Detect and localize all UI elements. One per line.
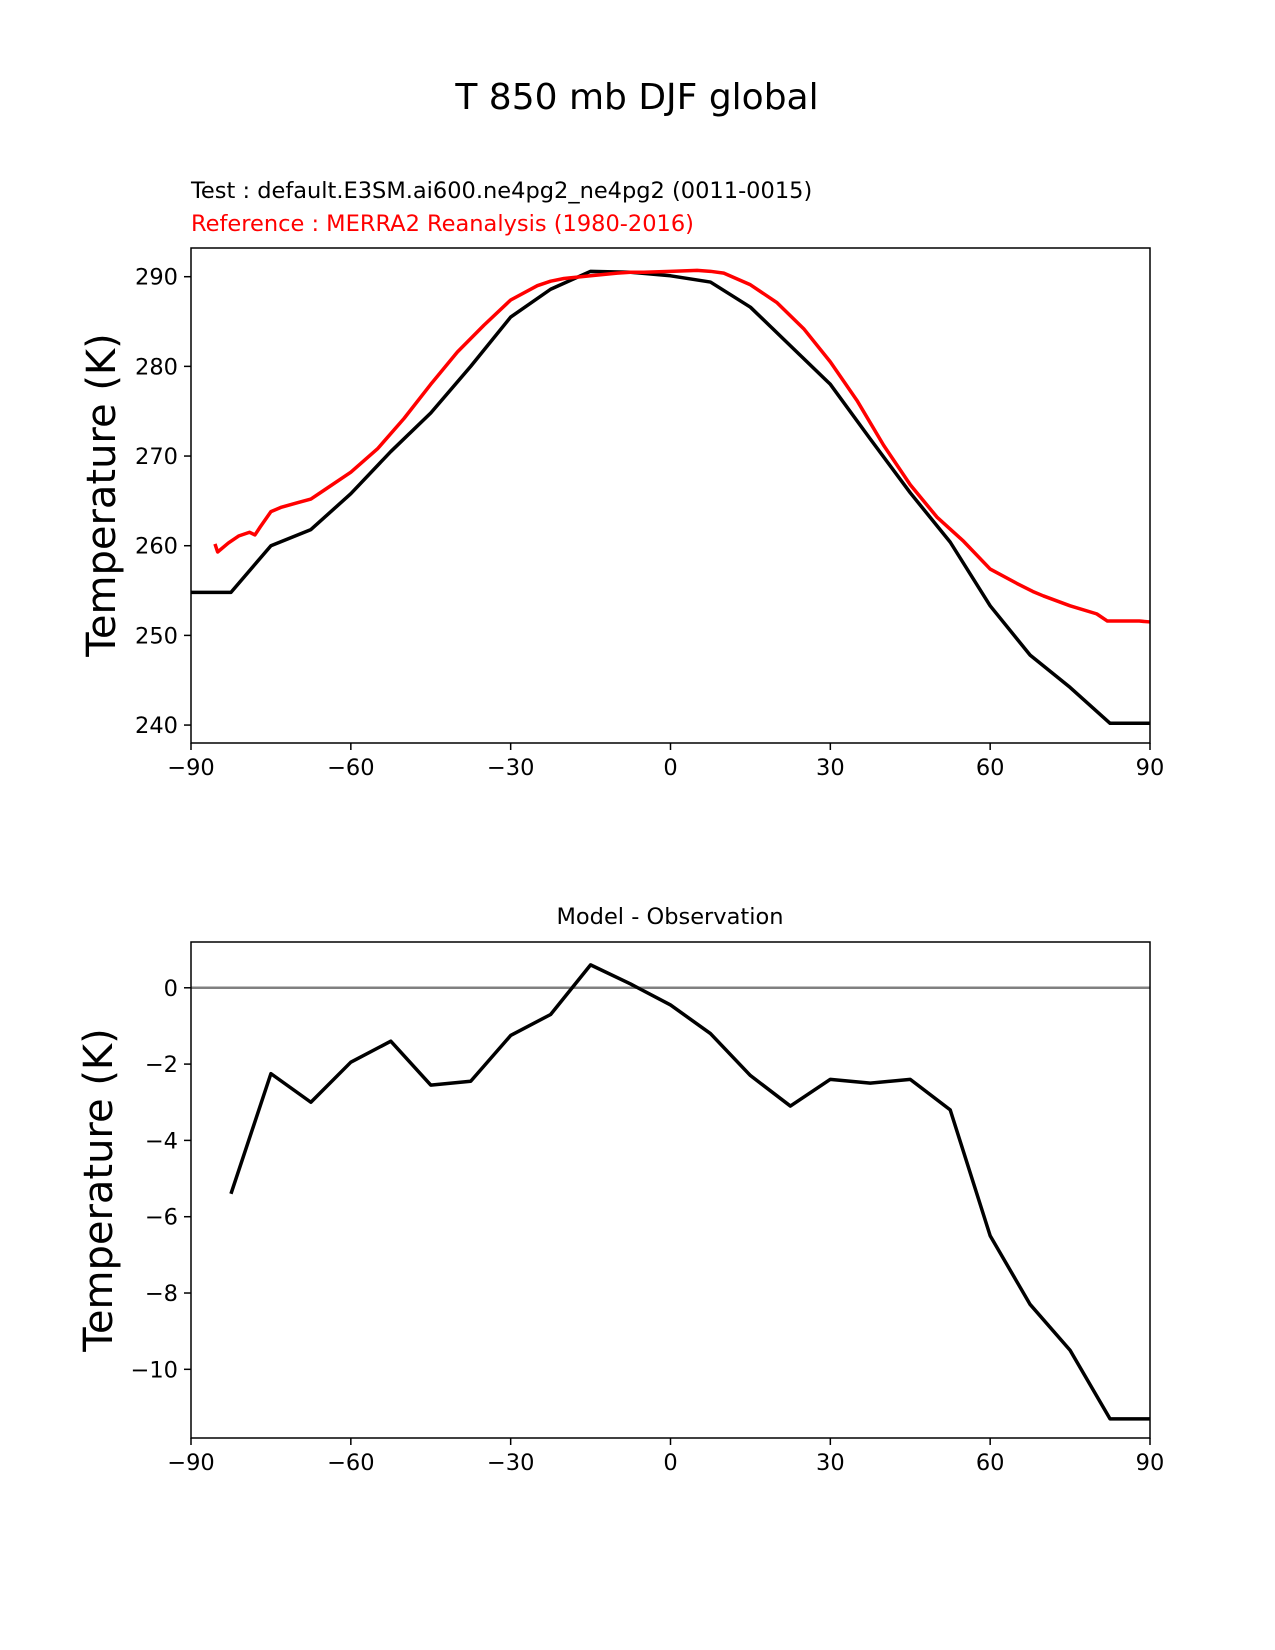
top-x-tick-label: −90	[167, 755, 214, 781]
bottom-y-tick-label: 0	[164, 976, 178, 1002]
bottom-series-model-observation-line	[229, 963, 1150, 1421]
bottom-y-tick-label: −10	[131, 1357, 178, 1383]
bottom-y-tick-label: −6	[145, 1205, 178, 1231]
bottom-y-tick-label: −4	[145, 1128, 178, 1154]
figure-title: T 850 mb DJF global	[454, 77, 818, 118]
bottom-y-tick-label: −2	[145, 1052, 178, 1078]
top-series-reference-line	[213, 268, 1151, 624]
top-series-test-line	[191, 269, 1150, 726]
top-x-tick-label: −30	[487, 755, 534, 781]
bottom-x-tick-label: 90	[1136, 1450, 1165, 1476]
bottom-y-tick-label: −8	[145, 1281, 178, 1307]
top-axes-frame	[190, 247, 1151, 744]
test-label: Test : default.E3SM.ai600.ne4pg2_ne4pg2 …	[190, 178, 812, 204]
top-x-tick-label: 30	[816, 755, 845, 781]
diff-panel-title: Model - Observation	[557, 904, 784, 930]
top-y-tick-label: 250	[135, 623, 178, 649]
bottom-axes-frame	[190, 941, 1151, 1439]
top-y-tick-label: 240	[135, 713, 178, 739]
top-y-tick-label: 290	[135, 265, 178, 291]
top-y-axis-label: Temperature (K)	[79, 333, 125, 658]
bottom-x-tick-label: 30	[816, 1450, 845, 1476]
bottom-plot: −90 −60 −30 0 30 60 90 0 −2 −4 −6 −8 −10	[131, 941, 1165, 1476]
bottom-x-tick-label: 60	[976, 1450, 1005, 1476]
bottom-x-tick-label: −60	[327, 1450, 374, 1476]
top-x-tick-label: −60	[327, 755, 374, 781]
top-y-tick-label: 280	[135, 354, 178, 380]
reference-label: Reference : MERRA2 Reanalysis (1980-2016…	[191, 211, 694, 237]
top-x-tick-label: 60	[976, 755, 1005, 781]
top-x-tick-label: 0	[663, 755, 677, 781]
top-x-tick-label: 90	[1136, 755, 1165, 781]
top-y-tick-label: 270	[135, 444, 178, 470]
top-y-tick-label: 260	[135, 534, 178, 560]
bottom-x-tick-label: 0	[663, 1450, 677, 1476]
top-plot: −90 −60 −30 0 30 60 90 240 250 260 270 280 290	[135, 247, 1165, 781]
bottom-x-tick-label: −30	[487, 1450, 534, 1476]
bottom-y-axis-label: Temperature (K)	[76, 1028, 122, 1353]
bottom-x-tick-label: −90	[167, 1450, 214, 1476]
